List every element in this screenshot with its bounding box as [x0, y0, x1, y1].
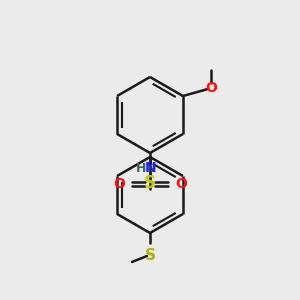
Text: O: O	[205, 81, 217, 95]
Text: N: N	[145, 161, 157, 175]
Text: O: O	[175, 177, 187, 191]
Text: S: S	[145, 248, 155, 263]
Text: O: O	[113, 177, 125, 191]
Text: H: H	[136, 161, 146, 175]
Text: S: S	[144, 174, 156, 192]
